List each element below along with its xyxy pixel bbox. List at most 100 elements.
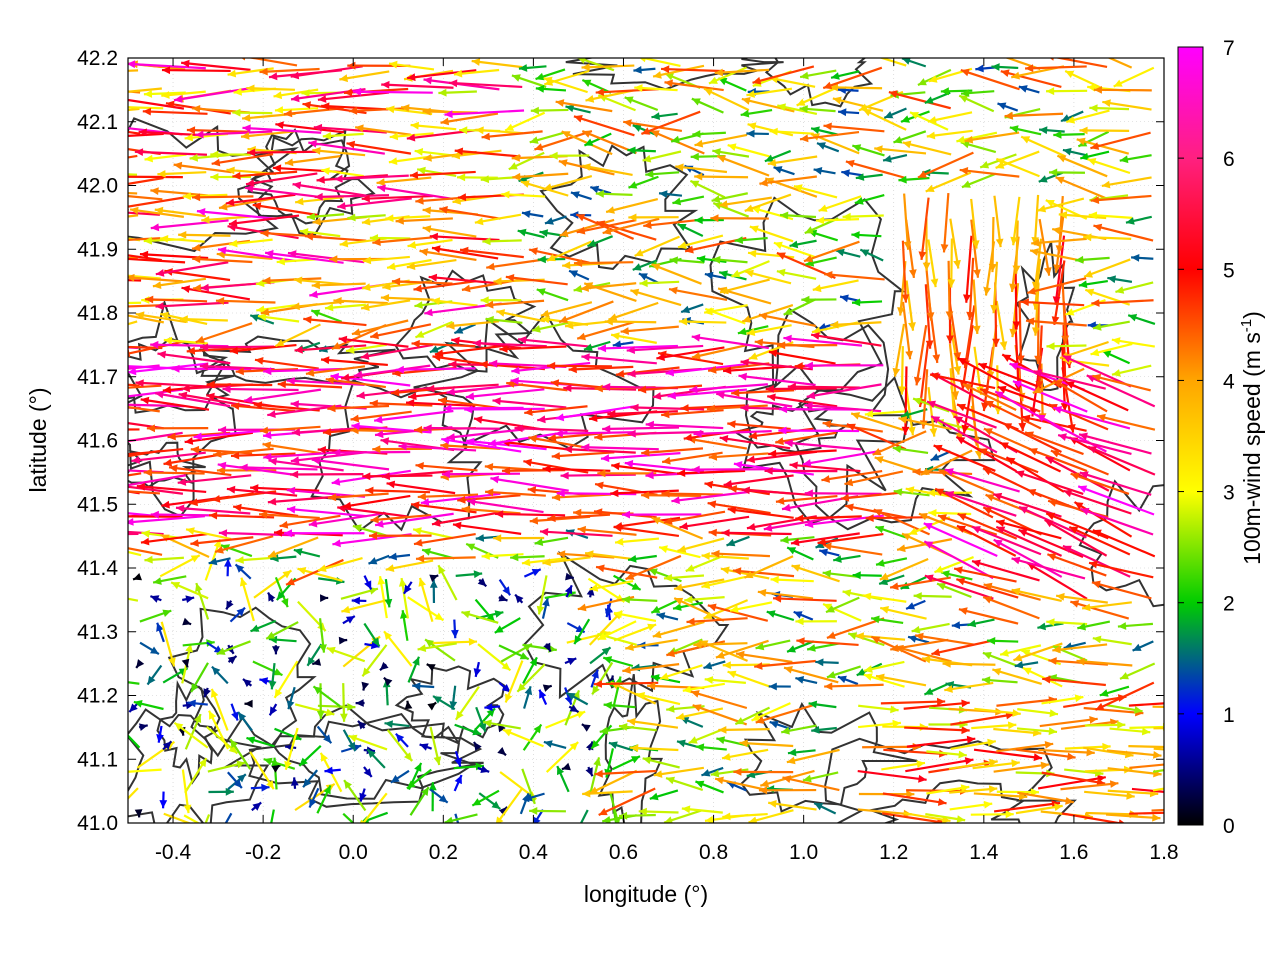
x-axis-label: longitude (°) bbox=[584, 881, 708, 907]
wind-vector-head bbox=[419, 248, 429, 256]
wind-vector-head bbox=[346, 140, 356, 149]
wind-vector-head bbox=[995, 238, 1004, 248]
wind-vector-head bbox=[901, 115, 910, 123]
wind-vector-head bbox=[414, 762, 422, 772]
wind-vector-head bbox=[341, 605, 351, 614]
wind-vector-head bbox=[784, 666, 793, 674]
wind-vector-head bbox=[211, 495, 221, 503]
wind-vector-head bbox=[691, 351, 701, 360]
x-tick-label: 0.2 bbox=[429, 841, 458, 864]
wind-vector-head bbox=[244, 699, 253, 708]
wind-vector-head bbox=[976, 386, 984, 395]
wind-vector-head bbox=[1062, 147, 1072, 156]
wind-vector-head bbox=[890, 644, 899, 652]
wind-vector bbox=[741, 97, 795, 113]
wind-vector-head bbox=[1019, 506, 1029, 514]
wind-vector bbox=[1059, 340, 1109, 360]
wind-vector-head bbox=[82, 84, 91, 92]
wind-vector-head bbox=[339, 239, 349, 248]
wind-vector-head bbox=[252, 802, 262, 811]
wind-vector-head bbox=[957, 525, 966, 533]
wind-vector-head bbox=[398, 578, 407, 587]
wind-vector-head bbox=[407, 73, 416, 82]
wind-vector bbox=[677, 469, 746, 475]
wind-vector-head bbox=[555, 413, 565, 422]
wind-vector-head bbox=[905, 486, 915, 494]
wind-vector-head bbox=[429, 574, 439, 582]
wind-vector-head bbox=[691, 465, 700, 474]
wind-vector-head bbox=[59, 363, 67, 371]
wind-vector-head bbox=[727, 420, 736, 429]
wind-vector-head bbox=[1052, 296, 1061, 305]
wind-vector bbox=[547, 364, 612, 368]
wind-vector-head bbox=[542, 684, 552, 692]
wind-vector bbox=[262, 443, 322, 455]
wind-vector-head bbox=[647, 682, 656, 690]
wind-vector-head bbox=[556, 489, 565, 498]
wind-vector-head bbox=[1005, 810, 1014, 819]
wind-vector bbox=[242, 126, 322, 134]
wind-vector bbox=[720, 567, 770, 580]
wind-vector-head bbox=[182, 192, 191, 201]
wind-vector-head bbox=[539, 689, 547, 699]
wind-vector bbox=[338, 337, 409, 348]
wind-vector-head bbox=[693, 640, 702, 649]
wind-vector-head bbox=[439, 206, 448, 214]
wind-vector bbox=[613, 525, 680, 538]
wind-vector bbox=[555, 100, 613, 113]
wind-vector-head bbox=[404, 584, 412, 594]
wind-vector bbox=[923, 540, 994, 580]
wind-vector-head bbox=[659, 545, 668, 553]
wind-vector-head bbox=[823, 122, 832, 131]
wind-vector-head bbox=[661, 410, 670, 419]
wind-vector-head bbox=[134, 809, 143, 818]
wind-vector bbox=[134, 150, 208, 156]
wind-vector-head bbox=[722, 753, 731, 761]
colorbar-tick-label: 5 bbox=[1223, 259, 1235, 282]
wind-vector-head bbox=[195, 335, 205, 344]
wind-vector-head bbox=[573, 259, 583, 267]
wind-vector bbox=[279, 514, 341, 528]
wind-vector-head bbox=[561, 131, 571, 139]
wind-vector-head bbox=[996, 158, 1006, 166]
wind-vector bbox=[964, 131, 1020, 143]
wind-vector-head bbox=[192, 193, 201, 202]
wind-vector-head bbox=[720, 566, 730, 575]
wind-vector-head bbox=[642, 154, 652, 163]
wind-vector-head bbox=[177, 478, 187, 486]
wind-vector-head bbox=[692, 704, 702, 712]
wind-vector-head bbox=[874, 145, 883, 153]
wind-vector bbox=[128, 173, 138, 176]
wind-vector-head bbox=[736, 650, 745, 659]
wind-vector-head bbox=[340, 713, 348, 722]
wind-vector-head bbox=[1012, 380, 1022, 388]
wind-vector-head bbox=[472, 339, 482, 348]
wind-vector-head bbox=[777, 341, 786, 350]
wind-vector-head bbox=[189, 153, 198, 162]
wind-vector-head bbox=[1118, 819, 1125, 823]
wind-vector-head bbox=[673, 603, 682, 611]
wind-vector-head bbox=[216, 466, 225, 475]
wind-vector-head bbox=[130, 206, 139, 215]
wind-vector bbox=[163, 812, 192, 823]
wind-vector-head bbox=[926, 488, 935, 497]
wind-vector-head bbox=[1040, 761, 1050, 770]
wind-vector bbox=[844, 470, 904, 486]
wind-vector-head bbox=[763, 524, 773, 532]
y-tick-label: 41.6 bbox=[77, 430, 118, 453]
wind-vector-head bbox=[641, 491, 650, 500]
wind-vector-head bbox=[799, 105, 808, 113]
wind-vector-head bbox=[119, 726, 127, 735]
wind-vector-head bbox=[1014, 661, 1024, 669]
wind-vector-head bbox=[983, 582, 993, 591]
wind-vector-head bbox=[621, 510, 630, 519]
wind-vector-head bbox=[807, 644, 816, 652]
wind-vector-head bbox=[178, 391, 188, 400]
x-tick-label: 0.6 bbox=[609, 841, 638, 864]
wind-vector-head bbox=[295, 197, 304, 206]
wind-vector-head bbox=[789, 240, 799, 249]
wind-vector bbox=[258, 513, 320, 520]
wind-vector-head bbox=[775, 437, 784, 446]
wind-vector-head bbox=[874, 456, 884, 464]
wind-vector bbox=[1025, 319, 1087, 327]
